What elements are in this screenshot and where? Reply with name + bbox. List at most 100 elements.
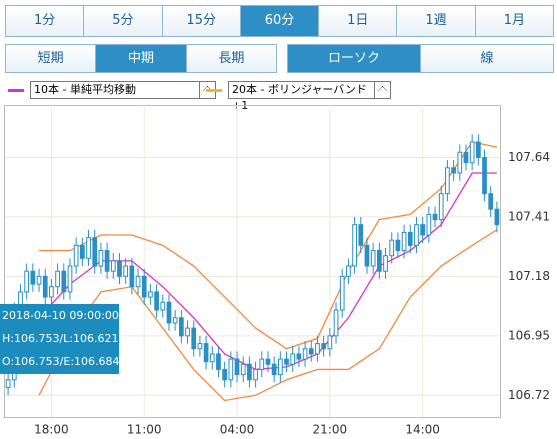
candle-body: [333, 309, 339, 337]
candle-body: [488, 193, 494, 210]
candle-body: [234, 358, 240, 376]
candle-body: [259, 358, 265, 370]
candle-body: [395, 239, 401, 252]
tab[interactable]: 1日: [319, 6, 398, 36]
candle-body: [407, 231, 413, 246]
range-buttons: 短期 中期 長期: [5, 44, 277, 73]
candle-body: [73, 244, 79, 267]
candle-body: [420, 224, 426, 236]
candle-body: [271, 363, 277, 376]
swatch: [8, 88, 24, 92]
candle-body: [389, 239, 395, 257]
candle-body: [24, 270, 30, 293]
y-tick-label: 106.95: [508, 328, 550, 342]
x-tick-label: 14:00: [405, 423, 440, 437]
x-tick-label: 04:00: [220, 423, 255, 437]
candle-body: [463, 151, 469, 164]
tab[interactable]: 60分: [240, 6, 320, 36]
candle-body: [172, 317, 178, 324]
x-tick-label: 11:00: [127, 423, 162, 437]
candle-body: [401, 231, 407, 252]
candle-body: [494, 208, 500, 226]
candle-body: [42, 275, 48, 298]
candle-body: [92, 237, 98, 267]
candle-body: [240, 363, 246, 376]
plot-frame: [4, 105, 501, 418]
candle-body: [457, 151, 463, 174]
timeframe-tabs: 1分 5分 15分 60分 1日 1週 1月: [5, 5, 554, 37]
candle-body: [308, 348, 314, 355]
candle-body: [482, 156, 487, 195]
candle-body: [203, 343, 209, 363]
candle-body: [438, 193, 444, 221]
select[interactable]: 20本 - ボリンジャーバンド+1: [228, 81, 391, 112]
range-button[interactable]: 中期: [96, 45, 187, 72]
candle-body: [228, 358, 234, 381]
tab[interactable]: 1週: [397, 6, 476, 36]
candle-body: [253, 368, 258, 381]
candle-body: [277, 358, 283, 376]
candle-body: [67, 265, 73, 293]
candle-body: [358, 224, 364, 246]
indicator-line: [39, 141, 498, 350]
y-tick-label: 106.72: [508, 388, 550, 402]
tooltip: [0, 304, 119, 374]
style-buttons: ローソク線: [287, 44, 554, 73]
style-button[interactable]: 線: [421, 45, 553, 72]
y-tick-label: 107.41: [508, 209, 550, 223]
candle-body: [364, 244, 370, 267]
candle-body: [370, 250, 376, 267]
tab[interactable]: 1分: [6, 6, 85, 36]
candle-body: [383, 255, 388, 272]
tab[interactable]: 1月: [475, 6, 553, 36]
candle-body: [469, 141, 475, 164]
candle-body: [79, 244, 85, 259]
y-tick-label: 107.64: [508, 150, 550, 164]
candle-body: [117, 260, 122, 277]
candle-body: [135, 275, 141, 288]
candle-body: [160, 301, 166, 311]
candle-body: [475, 141, 481, 158]
candle-body: [154, 291, 159, 311]
candle-body: [55, 270, 60, 288]
candle-body: [327, 335, 333, 350]
candle-body: [284, 358, 289, 365]
tab[interactable]: 15分: [162, 6, 241, 36]
candle-body: [346, 265, 351, 277]
candle-body: [216, 353, 221, 370]
candle-body: [185, 327, 190, 337]
swatch: [206, 88, 222, 92]
candle-body: [290, 353, 296, 365]
candle-body: [5, 379, 11, 389]
tooltip-text: H:106.753/L:106.621: [2, 332, 119, 345]
range-button[interactable]: 短期: [6, 45, 97, 72]
candle-body: [451, 167, 456, 174]
candle-body: [148, 291, 153, 298]
candle-body: [104, 250, 110, 272]
candle-body: [432, 213, 438, 221]
indicator-line: [38, 172, 497, 371]
candle-body: [49, 286, 54, 298]
candle-body: [197, 343, 203, 350]
candle-body: [36, 275, 42, 285]
candle-body: [166, 301, 172, 324]
candle-body: [339, 275, 345, 311]
candle-body: [129, 265, 135, 288]
tooltip-text: O:106.753/E:106.684: [2, 355, 120, 368]
style-button[interactable]: ローソク: [288, 45, 421, 72]
candle-body: [296, 353, 302, 360]
tooltip-text: 2018-04-10 09:00:00: [2, 309, 119, 322]
candle-body: [110, 260, 116, 272]
candle-body: [191, 327, 197, 350]
x-tick-label: 18:00: [34, 423, 69, 437]
candle-body: [123, 265, 129, 277]
candle-body: [30, 270, 36, 285]
x-tick-label: 21:00: [313, 423, 348, 437]
candle-body: [414, 224, 419, 246]
candle-body: [315, 343, 320, 355]
tab[interactable]: 5分: [84, 6, 163, 36]
range-button[interactable]: 長期: [186, 45, 276, 72]
candle-body: [178, 317, 184, 337]
